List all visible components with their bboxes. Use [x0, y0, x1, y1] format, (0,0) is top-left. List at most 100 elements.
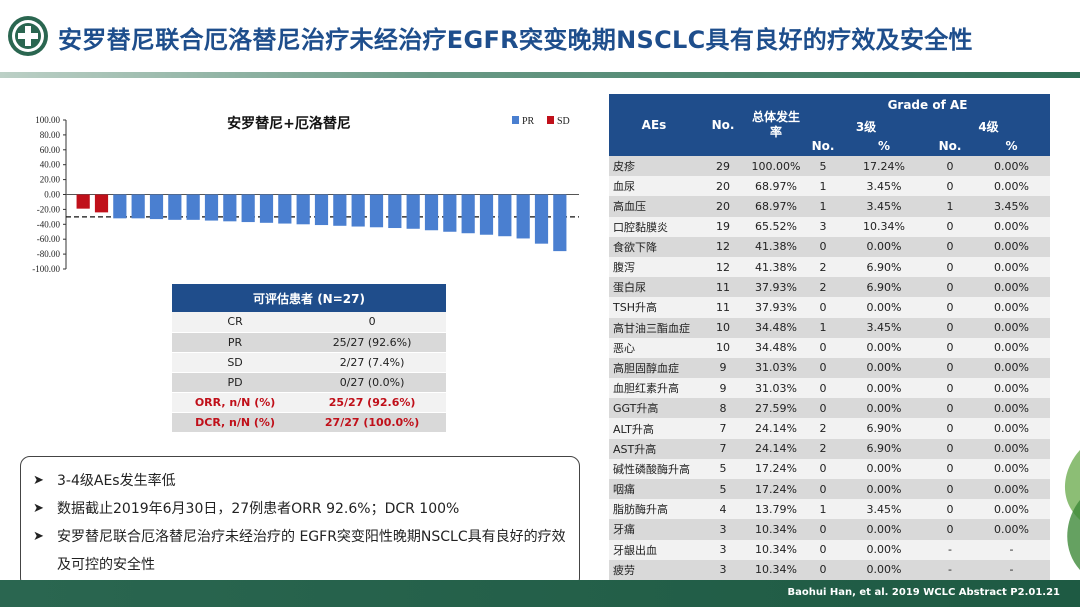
note-text: 安罗替尼联合厄洛替尼治疗未经治疗的 EGFR突变阳性晚期NSCLC具有良好的疗效…	[57, 529, 566, 573]
ae-g4-no: 0	[927, 499, 973, 520]
ae-count: 3	[699, 539, 747, 560]
bar-pr	[424, 194, 439, 231]
ae-count: 12	[699, 256, 747, 278]
table-row: ALT升高 7 24.14% 2 6.90% 0 0.00%	[609, 418, 1051, 439]
bar-pr	[553, 194, 567, 252]
table-row: 牙痛 3 10.34% 0 0.00% 0 0.00%	[609, 519, 1051, 540]
ae-name: ALT升高	[609, 418, 699, 439]
ae-g4-no: 0	[927, 236, 973, 257]
ae-count: 19	[699, 216, 747, 237]
ae-name: 食欲下降	[609, 236, 699, 257]
y-tick-label: 40.00	[40, 160, 61, 170]
ae-count: 9	[699, 378, 747, 399]
ae-g3-pct: 3.45%	[841, 196, 927, 217]
ae-g3-pct: 0.00%	[841, 378, 927, 399]
bar-pr	[351, 194, 365, 227]
ae-name: 牙痛	[609, 519, 699, 540]
ae-rate: 65.52%	[747, 216, 805, 237]
ae-g3-no: 0	[805, 479, 841, 500]
ae-g3-pct: 0.00%	[841, 458, 927, 479]
ae-g3-no: 0	[805, 378, 841, 399]
ae-g4-pct: 0.00%	[973, 277, 1051, 298]
header-divider	[0, 72, 1080, 78]
ae-g3-pct: 6.90%	[841, 418, 927, 439]
citation-text: Baohui Han, et al. 2019 WCLC Abstract P2…	[787, 587, 1061, 598]
y-tick-label: -100.00	[32, 264, 60, 274]
table-row: 恶心 10 34.48% 0 0.00% 0 0.00%	[609, 337, 1051, 358]
ae-g3-pct: 0.00%	[841, 539, 927, 560]
col-grade4: 4级	[927, 116, 1051, 136]
ae-g4-pct: 0.00%	[973, 458, 1051, 479]
ae-rate: 37.93%	[747, 277, 805, 298]
ae-g3-pct: 6.90%	[841, 277, 927, 298]
ae-name: GGT升高	[609, 398, 699, 419]
ae-g4-pct: 0.00%	[973, 398, 1051, 419]
response-value: 0	[298, 312, 446, 333]
ae-name: 腹泻	[609, 256, 699, 278]
ae-count: 11	[699, 277, 747, 298]
response-value: 25/27 (92.6%)	[298, 392, 446, 413]
ae-name: 咽痛	[609, 479, 699, 500]
note-text: 数据截止2019年6月30日，27例患者ORR 92.6%；DCR 100%	[57, 501, 460, 517]
ae-g3-pct: 6.90%	[841, 438, 927, 459]
ae-count: 12	[699, 236, 747, 257]
ae-g3-pct: 0.00%	[841, 297, 927, 318]
table-row: 疲劳 3 10.34% 0 0.00% - -	[609, 559, 1051, 580]
ae-g3-pct: 3.45%	[841, 317, 927, 338]
note-item: ➤ 数据截止2019年6月30日，27例患者ORR 92.6%；DCR 100%	[33, 495, 567, 523]
ae-name: 血尿	[609, 176, 699, 197]
ae-g3-no: 0	[805, 559, 841, 580]
ae-g3-no: 0	[805, 236, 841, 257]
bar-pr	[113, 194, 127, 219]
ae-g3-no: 0	[805, 297, 841, 318]
response-table-header: 可评估患者 (N=27)	[172, 284, 446, 312]
bar-pr	[204, 194, 219, 221]
bar-pr	[186, 194, 200, 220]
arrow-bullet-icon: ➤	[33, 501, 44, 516]
y-tick-label: -20.00	[37, 204, 61, 214]
ae-rate: 13.79%	[747, 499, 805, 520]
table-row: 牙龈出血 3 10.34% 0 0.00% - -	[609, 539, 1051, 560]
ae-rate: 41.38%	[747, 236, 805, 257]
ae-g4-pct: 0.00%	[973, 317, 1051, 338]
ae-g3-no: 1	[805, 176, 841, 197]
table-row: 高胆固醇血症 9 31.03% 0 0.00% 0 0.00%	[609, 357, 1051, 379]
ae-g4-no: 0	[927, 378, 973, 399]
waterfall-chart: 100.00 80.00 60.00 40.00 20.00 0.00 -20.00 -40.…	[14, 102, 586, 280]
ae-g3-no: 0	[805, 357, 841, 379]
table-row: 血胆红素升高 9 31.03% 0 0.00% 0 0.00%	[609, 378, 1051, 399]
ae-count: 3	[699, 519, 747, 540]
bar-pr	[369, 194, 384, 228]
ae-name: 血胆红素升高	[609, 378, 699, 399]
response-value: 25/27 (92.6%)	[298, 332, 446, 353]
ae-g4-no: -	[927, 539, 973, 560]
ae-g3-pct: 17.24%	[841, 156, 927, 177]
y-tick-label: -40.00	[37, 219, 61, 229]
ae-g4-pct: 0.00%	[973, 156, 1051, 177]
response-label: PD	[172, 372, 299, 393]
bar-pr	[498, 194, 512, 237]
response-label: SD	[172, 352, 299, 373]
ae-g4-no: 0	[927, 398, 973, 419]
table-row: AST升高 7 24.14% 2 6.90% 0 0.00%	[609, 438, 1051, 459]
ae-name: TSH升高	[609, 297, 699, 318]
ae-name: 高血压	[609, 196, 699, 217]
legend-label-sd: SD	[557, 116, 570, 127]
col-grade3: 3级	[805, 116, 927, 136]
ae-g4-no: 0	[927, 337, 973, 358]
note-text: 3-4级AEs发生率低	[57, 473, 176, 489]
ae-g4-no: 0	[927, 156, 973, 177]
ae-g3-no: 0	[805, 458, 841, 479]
ae-g4-no: 0	[927, 519, 973, 540]
ae-g4-pct: 0.00%	[973, 378, 1051, 399]
ae-g4-pct: 0.00%	[973, 176, 1051, 197]
ae-rate: 24.14%	[747, 438, 805, 459]
ae-g3-pct: 0.00%	[841, 519, 927, 540]
bar-pr	[516, 194, 530, 239]
response-label: DCR, n/N (%)	[172, 412, 299, 433]
ae-g3-pct: 10.34%	[841, 216, 927, 237]
bar-pr	[296, 194, 310, 225]
response-label: CR	[172, 312, 299, 333]
ae-rate: 100.00%	[747, 156, 805, 177]
ae-g3-pct: 0.00%	[841, 398, 927, 419]
